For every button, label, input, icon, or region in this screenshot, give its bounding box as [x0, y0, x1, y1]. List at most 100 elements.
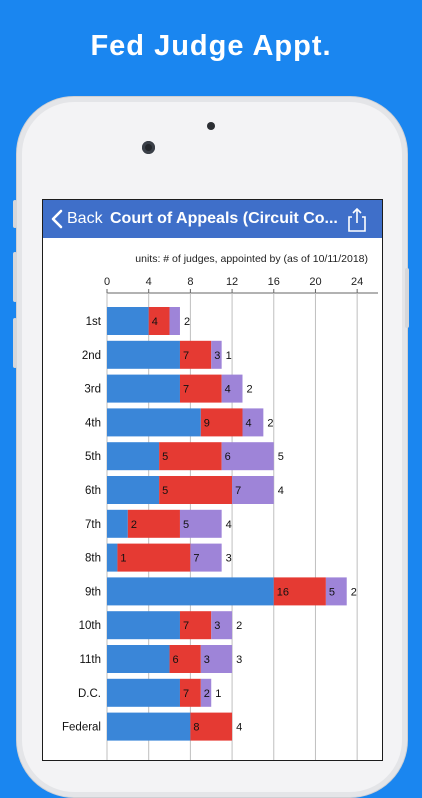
bar-segment: [159, 442, 222, 471]
category-label: 3rd: [84, 384, 101, 396]
category-label: 11th: [79, 654, 101, 666]
bar-segment: [242, 408, 264, 437]
x-tick-label: 8: [187, 276, 193, 288]
bar-segment: [200, 645, 233, 673]
data-label: 7: [193, 553, 199, 565]
bar-segment: [232, 476, 274, 504]
bar-segment: [107, 577, 274, 606]
category-label: 9th: [85, 586, 101, 598]
data-label: 4: [225, 384, 231, 396]
x-tick-label: 12: [226, 276, 238, 288]
data-label: 2: [204, 688, 210, 700]
bar-segment: [179, 611, 212, 640]
judges-bar-chart: units: # of judges, appointed by (as of …: [62, 253, 378, 760]
bar-segment: [117, 543, 191, 572]
bar-segment: [107, 442, 160, 471]
bar-segment: [190, 712, 233, 741]
bar-segment: [211, 611, 233, 640]
data-label: 4: [226, 519, 232, 531]
category-label: 4th: [85, 417, 101, 429]
data-label: 5: [162, 485, 168, 497]
back-button[interactable]: Back: [51, 200, 103, 238]
data-label: 8: [193, 722, 199, 734]
bar-segment: [107, 509, 128, 538]
category-label: D.C.: [78, 688, 101, 700]
data-label: 3: [214, 350, 220, 362]
x-tick-label: 4: [146, 276, 152, 288]
data-label: 2: [247, 384, 253, 396]
bar-segment: [211, 340, 222, 369]
data-label: 3: [204, 654, 210, 666]
bar-segment: [107, 374, 180, 403]
data-label: 4: [236, 722, 242, 734]
category-label: 7th: [85, 519, 101, 531]
bar-segment: [221, 442, 274, 471]
app-screen: Back Court of Appeals (Circuit Co... uni…: [42, 199, 383, 761]
data-label: 7: [183, 350, 189, 362]
phone-silent-switch: [13, 200, 17, 228]
phone-volume-up-button: [13, 252, 17, 302]
data-label: 2: [351, 586, 357, 598]
phone-camera: [142, 141, 155, 154]
data-label: 2: [267, 417, 273, 429]
bar-segment: [107, 611, 180, 640]
share-icon: [348, 207, 366, 232]
phone-sensor: [207, 122, 215, 130]
bar-segment: [200, 678, 212, 707]
bar-segment: [179, 678, 201, 707]
data-label: 3: [236, 654, 242, 666]
bar-segment: [179, 374, 222, 403]
data-label: 9: [204, 417, 210, 429]
chevron-left-icon: [51, 209, 63, 229]
x-tick-label: 16: [268, 276, 280, 288]
bar-segment: [159, 476, 233, 504]
data-label: 3: [226, 553, 232, 565]
data-label: 3: [214, 620, 220, 632]
data-label: 6: [173, 654, 179, 666]
data-label: 1: [215, 688, 221, 700]
bar-segment: [190, 543, 222, 572]
page-title: Court of Appeals (Circuit Co...: [110, 210, 338, 227]
category-label: 1st: [86, 316, 102, 328]
data-label: 7: [183, 620, 189, 632]
data-label: 6: [225, 451, 231, 463]
category-label: 5th: [85, 451, 101, 463]
data-label: 2: [236, 620, 242, 632]
data-label: 7: [183, 688, 189, 700]
bar-segment: [179, 340, 212, 369]
bar-segment: [325, 577, 347, 606]
bar-segment: [107, 476, 160, 504]
bar-segment: [179, 509, 222, 538]
data-label: 5: [329, 586, 335, 598]
data-label: 7: [235, 485, 241, 497]
category-label: 8th: [85, 553, 101, 565]
data-label: 1: [120, 553, 126, 565]
bar-segment: [200, 408, 243, 437]
bar-segment: [107, 543, 118, 572]
share-button[interactable]: [343, 207, 371, 233]
bar-segment: [148, 307, 170, 335]
bar-segment: [107, 645, 170, 673]
back-label: Back: [67, 210, 103, 227]
bar-segment: [169, 645, 201, 673]
data-label: 16: [277, 586, 289, 598]
category-label: 10th: [79, 620, 101, 632]
data-label: 5: [278, 451, 284, 463]
category-label: 6th: [85, 485, 101, 497]
data-label: 4: [152, 316, 158, 328]
bar-segment: [273, 577, 326, 606]
x-tick-label: 24: [351, 276, 363, 288]
bar-segment: [127, 509, 180, 538]
data-label: 2: [184, 316, 190, 328]
x-tick-label: 20: [309, 276, 321, 288]
data-label: 1: [226, 350, 232, 362]
category-label: Federal: [62, 722, 101, 734]
bar-segment: [107, 340, 180, 369]
phone-power-button: [405, 268, 409, 328]
chart-subtitle: units: # of judges, appointed by (as of …: [135, 253, 368, 265]
bar-segment: [169, 307, 180, 335]
x-tick-label: 0: [104, 276, 110, 288]
navigation-bar: Back Court of Appeals (Circuit Co...: [43, 200, 382, 238]
data-label: 4: [246, 417, 252, 429]
bar-segment: [107, 678, 180, 707]
